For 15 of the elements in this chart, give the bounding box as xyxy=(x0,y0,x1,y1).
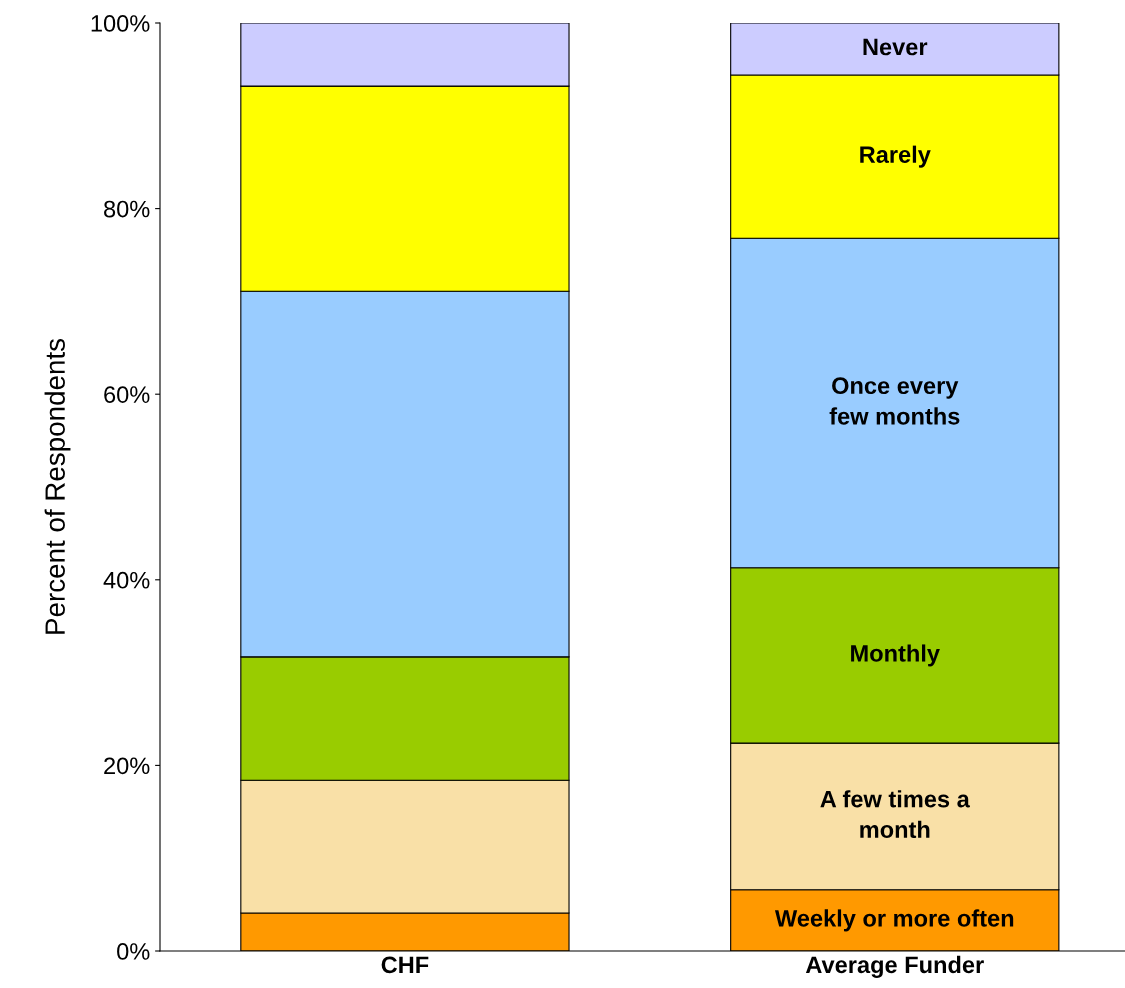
series-label: Never xyxy=(863,38,928,56)
y-axis-title: Percent of Respondents xyxy=(44,338,71,634)
y-tick-label: 60% xyxy=(104,386,150,403)
y-tick-label: 20% xyxy=(104,757,150,775)
series-label: A few times a month xyxy=(820,790,970,839)
y-tick-label: 100% xyxy=(91,15,150,32)
x-tick-label: Average Funder xyxy=(805,955,984,978)
y-tick-label: 0% xyxy=(117,943,150,960)
series-label: Once every few months xyxy=(829,377,960,425)
x-tick-label: CHF xyxy=(381,956,429,974)
y-tick-label: 40% xyxy=(103,571,150,589)
series-label: Rarely xyxy=(860,145,931,168)
series-label: Monthly xyxy=(851,644,940,667)
y-tick-label: 80% xyxy=(104,200,150,218)
series-label: Weekly or more often xyxy=(774,909,1014,932)
